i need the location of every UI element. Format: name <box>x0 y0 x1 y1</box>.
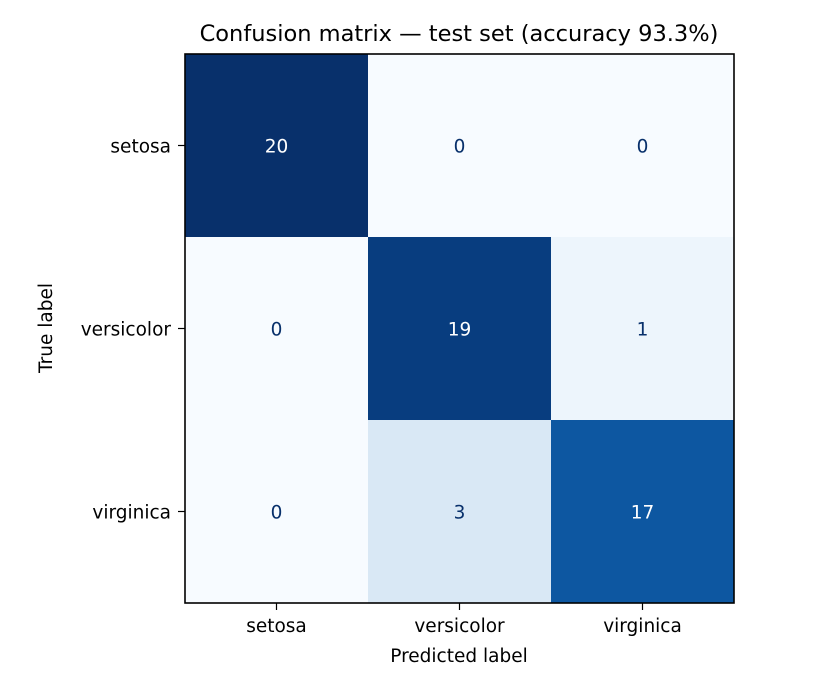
heatmap-cell <box>185 54 369 238</box>
cell-value-label: 0 <box>271 503 283 524</box>
heatmap-cell <box>185 420 369 604</box>
cell-value-label: 19 <box>448 320 472 341</box>
x-tick-label: setosa <box>246 616 307 637</box>
cell-value-label: 3 <box>454 503 466 524</box>
cell-values: 20 0 0 0 19 1 0 3 17 <box>265 137 655 524</box>
heatmap-cells <box>185 54 735 604</box>
heatmap-cell <box>368 54 552 238</box>
cell-value-label: 20 <box>265 137 289 158</box>
heatmap-cell <box>551 54 735 238</box>
x-axis-ticks: setosa versicolor virginica <box>246 603 682 637</box>
x-axis-label: Predicted label <box>390 646 527 667</box>
y-axis-label: True label <box>36 283 57 374</box>
y-tick-label: virginica <box>92 503 171 524</box>
chart-title: Confusion matrix — test set (accuracy 93… <box>200 21 719 47</box>
cell-value-label: 0 <box>454 137 466 158</box>
heatmap-cell <box>551 420 735 604</box>
y-tick-label: setosa <box>110 137 171 158</box>
heatmap-cell <box>551 237 735 421</box>
x-tick-label: versicolor <box>414 616 505 637</box>
heatmap-cell <box>185 237 369 421</box>
cell-value-label: 1 <box>637 320 649 341</box>
cell-value-label: 0 <box>637 137 649 158</box>
cell-value-label: 17 <box>631 503 655 524</box>
x-tick-label: virginica <box>603 616 682 637</box>
y-axis-ticks: setosa versicolor virginica <box>81 137 185 524</box>
y-tick-label: versicolor <box>81 320 172 341</box>
cell-value-label: 0 <box>271 320 283 341</box>
heatmap-cell <box>368 420 552 604</box>
heatmap-cell <box>368 237 552 421</box>
